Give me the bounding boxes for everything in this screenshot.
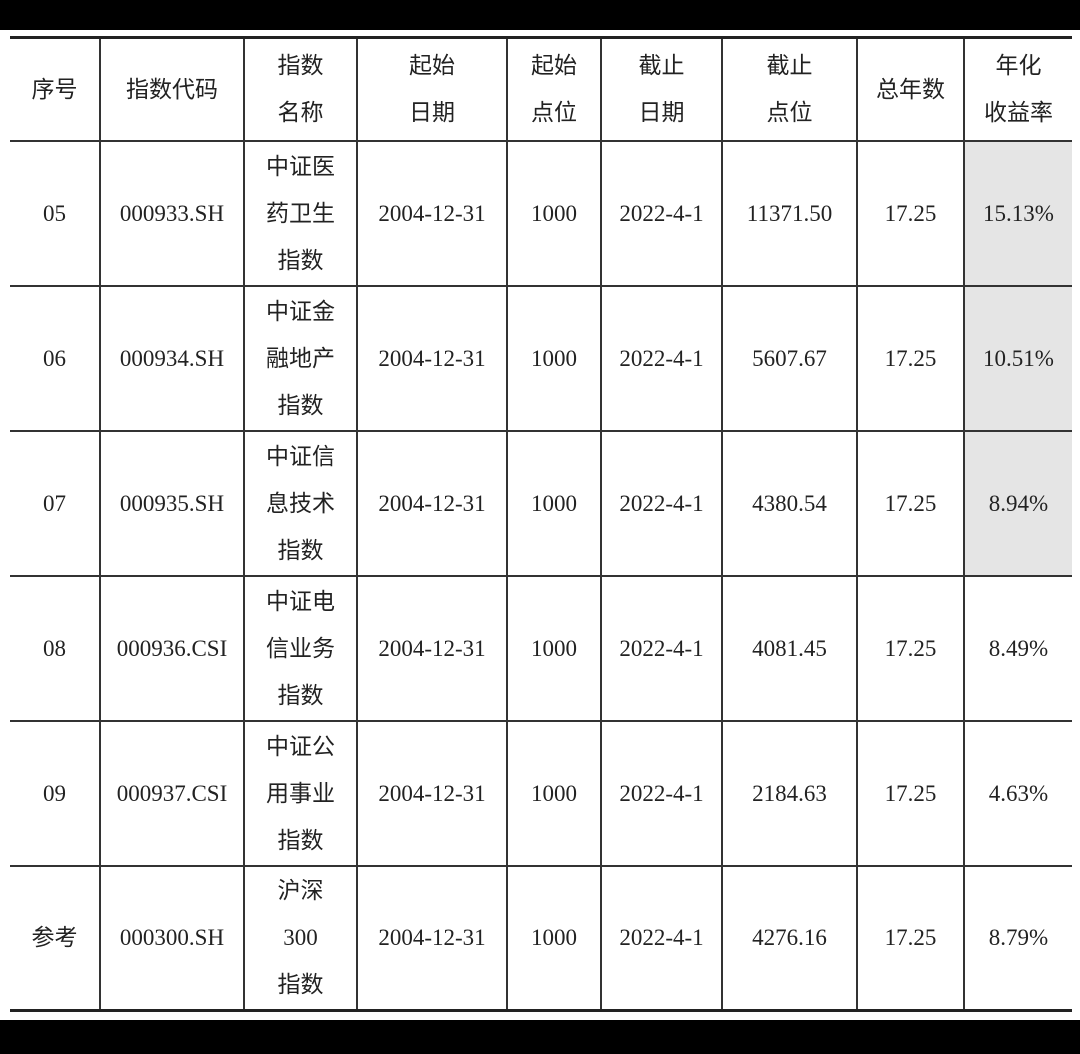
cell-end-point: 4380.54 <box>721 429 858 577</box>
cell-end-date: 2022-4-1 <box>600 719 723 867</box>
cell-annual-return: 8.94% <box>963 429 1072 577</box>
cell-start-point: 1000 <box>506 139 602 287</box>
cell-end-date: 2022-4-1 <box>600 429 723 577</box>
cell-start-point: 1000 <box>506 864 602 1012</box>
header-no: 序号 <box>10 36 101 142</box>
cell-no: 05 <box>10 139 101 287</box>
header-code: 指数代码 <box>99 36 245 142</box>
cell-name: 沪深 300 指数 <box>243 864 358 1012</box>
cell-code: 000936.CSI <box>99 574 245 722</box>
cell-start-point: 1000 <box>506 284 602 432</box>
header-annual-return: 年化 收益率 <box>963 36 1072 142</box>
header-years: 总年数 <box>856 36 965 142</box>
table-row: 06 000934.SH 中证金 融地产 指数 2004-12-31 1000 2022-… <box>10 284 1072 432</box>
cell-years: 17.25 <box>856 284 965 432</box>
cell-start-date: 2004-12-31 <box>356 864 508 1012</box>
cell-no: 09 <box>10 719 101 867</box>
cell-end-point: 4276.16 <box>721 864 858 1012</box>
cell-name: 中证医 药卫生 指数 <box>243 139 358 287</box>
table-row: 参考 000300.SH 沪深 300 指数 2004-12-31 1000 2022-4… <box>10 864 1072 1012</box>
index-return-table: 序号 指数代码 指数 名称 起始 日期 起始 点位 截止 日期 截止 点位 总年数 年化 收益率… <box>10 36 1072 1012</box>
cell-start-point: 1000 <box>506 574 602 722</box>
cell-end-point: 4081.45 <box>721 574 858 722</box>
cell-code: 000935.SH <box>99 429 245 577</box>
cell-name: 中证金 融地产 指数 <box>243 284 358 432</box>
cell-annual-return: 15.13% <box>963 139 1072 287</box>
header-end-date: 截止 日期 <box>600 36 723 142</box>
cell-annual-return: 4.63% <box>963 719 1072 867</box>
cell-code: 000934.SH <box>99 284 245 432</box>
cell-years: 17.25 <box>856 719 965 867</box>
cell-years: 17.25 <box>856 574 965 722</box>
cell-name: 中证电 信业务 指数 <box>243 574 358 722</box>
cell-start-date: 2004-12-31 <box>356 719 508 867</box>
cell-end-date: 2022-4-1 <box>600 864 723 1012</box>
cell-no: 07 <box>10 429 101 577</box>
cell-no: 08 <box>10 574 101 722</box>
cell-end-date: 2022-4-1 <box>600 574 723 722</box>
cell-end-point: 5607.67 <box>721 284 858 432</box>
cell-annual-return: 8.49% <box>963 574 1072 722</box>
cell-end-point: 2184.63 <box>721 719 858 867</box>
cell-code: 000933.SH <box>99 139 245 287</box>
cell-name: 中证公 用事业 指数 <box>243 719 358 867</box>
header-name: 指数 名称 <box>243 36 358 142</box>
table-row: 08 000936.CSI 中证电 信业务 指数 2004-12-31 1000 2022… <box>10 574 1072 722</box>
header-start-point: 起始 点位 <box>506 36 602 142</box>
cell-years: 17.25 <box>856 139 965 287</box>
table-row: 05 000933.SH 中证医 药卫生 指数 2004-12-31 1000 2022-… <box>10 139 1072 287</box>
cell-no: 06 <box>10 284 101 432</box>
cell-name: 中证信 息技术 指数 <box>243 429 358 577</box>
cell-no: 参考 <box>10 864 101 1012</box>
cell-start-point: 1000 <box>506 429 602 577</box>
cell-end-point: 11371.50 <box>721 139 858 287</box>
header-start-date: 起始 日期 <box>356 36 508 142</box>
cell-annual-return: 10.51% <box>963 284 1072 432</box>
header-end-point: 截止 点位 <box>721 36 858 142</box>
cell-start-date: 2004-12-31 <box>356 139 508 287</box>
cell-years: 17.25 <box>856 429 965 577</box>
table-row: 07 000935.SH 中证信 息技术 指数 2004-12-31 1000 2022-… <box>10 429 1072 577</box>
cell-start-date: 2004-12-31 <box>356 574 508 722</box>
bottom-black-bar <box>0 1020 1080 1054</box>
table-row: 09 000937.CSI 中证公 用事业 指数 2004-12-31 1000 2022… <box>10 719 1072 867</box>
cell-start-date: 2004-12-31 <box>356 284 508 432</box>
top-black-bar <box>0 0 1080 30</box>
cell-years: 17.25 <box>856 864 965 1012</box>
cell-end-date: 2022-4-1 <box>600 284 723 432</box>
cell-start-date: 2004-12-31 <box>356 429 508 577</box>
cell-code: 000300.SH <box>99 864 245 1012</box>
cell-start-point: 1000 <box>506 719 602 867</box>
cell-end-date: 2022-4-1 <box>600 139 723 287</box>
header-row: 序号 指数代码 指数 名称 起始 日期 起始 点位 截止 日期 截止 点位 总年数 年化 收益率 <box>10 36 1072 142</box>
cell-code: 000937.CSI <box>99 719 245 867</box>
cell-annual-return: 8.79% <box>963 864 1072 1012</box>
